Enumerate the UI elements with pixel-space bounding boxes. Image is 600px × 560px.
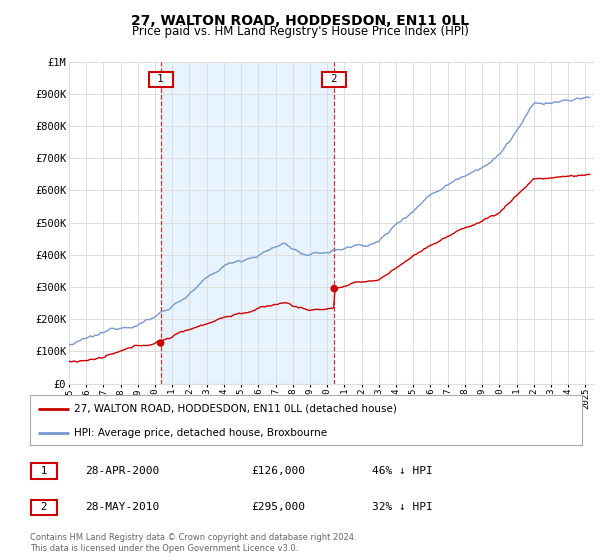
Text: 1: 1 <box>151 74 170 85</box>
Text: 46% ↓ HPI: 46% ↓ HPI <box>372 466 433 476</box>
Text: HPI: Average price, detached house, Broxbourne: HPI: Average price, detached house, Brox… <box>74 428 327 437</box>
Text: 27, WALTON ROAD, HODDESDON, EN11 0LL (detached house): 27, WALTON ROAD, HODDESDON, EN11 0LL (de… <box>74 404 397 414</box>
Text: 28-MAY-2010: 28-MAY-2010 <box>85 502 160 512</box>
Bar <box>161 62 334 384</box>
Point <box>329 284 339 293</box>
Text: 28-APR-2000: 28-APR-2000 <box>85 466 160 476</box>
Point <box>156 339 166 348</box>
Text: Contains HM Land Registry data © Crown copyright and database right 2024.
This d: Contains HM Land Registry data © Crown c… <box>30 533 356 553</box>
Text: 1: 1 <box>34 466 54 476</box>
Text: 2: 2 <box>34 502 54 512</box>
Text: 27, WALTON ROAD, HODDESDON, EN11 0LL: 27, WALTON ROAD, HODDESDON, EN11 0LL <box>131 14 469 28</box>
Text: 2: 2 <box>325 74 344 85</box>
Text: Price paid vs. HM Land Registry's House Price Index (HPI): Price paid vs. HM Land Registry's House … <box>131 25 469 38</box>
Text: £295,000: £295,000 <box>251 502 305 512</box>
Text: 32% ↓ HPI: 32% ↓ HPI <box>372 502 433 512</box>
Text: £126,000: £126,000 <box>251 466 305 476</box>
